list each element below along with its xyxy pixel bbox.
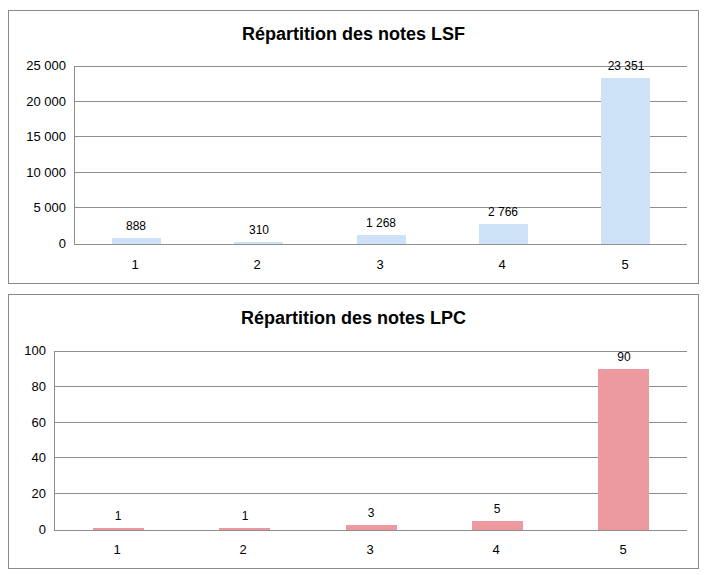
chart-panel-lsf: Répartition des notes LSF 05 00010 00015…	[8, 10, 699, 284]
gridline	[75, 172, 687, 173]
bar-value-label: 3	[326, 506, 416, 520]
y-axis-labels: 05 00010 00015 00020 00025 000	[9, 66, 66, 244]
x-tick-label: 1	[54, 542, 180, 558]
bar	[601, 78, 650, 244]
x-axis-labels: 12345	[74, 257, 686, 273]
bar	[93, 528, 144, 530]
y-tick-label: 40	[32, 450, 46, 466]
y-tick-label: 100	[24, 343, 46, 359]
chart-title-lpc: Répartition des notes LPC	[9, 308, 698, 329]
x-tick-label: 3	[307, 542, 433, 558]
bar	[234, 242, 283, 244]
y-tick-label: 0	[59, 236, 66, 252]
bar-value-label: 310	[214, 223, 304, 237]
gridline	[55, 422, 687, 423]
bar-value-label: 2 766	[458, 205, 548, 219]
chart-canvas: { "colors": { "background": "#FFFFFF", "…	[0, 0, 706, 575]
bar	[346, 525, 397, 530]
y-tick-label: 10 000	[26, 165, 66, 181]
x-tick-label: 2	[180, 542, 306, 558]
x-tick-label: 4	[433, 542, 559, 558]
plot-area: 1 1 3 5 90	[54, 351, 687, 531]
x-tick-label: 3	[319, 257, 441, 273]
bar	[479, 224, 528, 244]
gridline	[75, 207, 687, 208]
x-tick-label: 2	[196, 257, 318, 273]
bar-value-label: 1 268	[336, 216, 426, 230]
gridline	[55, 493, 687, 494]
bar-value-label: 90	[579, 350, 669, 364]
bar-value-label: 23 351	[581, 59, 671, 73]
bar	[472, 521, 523, 530]
bar-value-label: 1	[73, 509, 163, 523]
gridline	[75, 101, 687, 102]
y-tick-label: 15 000	[26, 129, 66, 145]
chart-title-lsf: Répartition des notes LSF	[9, 24, 698, 45]
y-tick-label: 25 000	[26, 58, 66, 74]
plot-area: 8883101 2682 76623 351	[74, 66, 687, 245]
y-tick-label: 80	[32, 379, 46, 395]
x-axis-labels: 12345	[54, 542, 686, 558]
chart-panel-lpc: Répartition des notes LPC 0 20 40 60 80 100 1…	[8, 294, 699, 569]
x-tick-label: 4	[441, 257, 563, 273]
gridline	[55, 386, 687, 387]
y-tick-label: 60	[32, 415, 46, 431]
y-tick-label: 20 000	[26, 94, 66, 110]
bar-value-label: 888	[91, 219, 181, 233]
bar-value-label: 5	[452, 502, 542, 516]
bar	[112, 238, 161, 244]
x-tick-label: 5	[564, 257, 686, 273]
y-axis-labels: 020406080100	[9, 351, 46, 530]
x-tick-label: 5	[560, 542, 686, 558]
y-tick-label: 0	[39, 522, 46, 538]
bar	[219, 528, 270, 530]
bar	[357, 235, 406, 244]
y-tick-label: 20	[32, 486, 46, 502]
y-tick-label: 5 000	[33, 200, 66, 216]
bar-value-label: 1	[200, 509, 290, 523]
bar	[598, 369, 649, 530]
gridline	[75, 136, 687, 137]
x-tick-label: 1	[74, 257, 196, 273]
gridline	[55, 457, 687, 458]
